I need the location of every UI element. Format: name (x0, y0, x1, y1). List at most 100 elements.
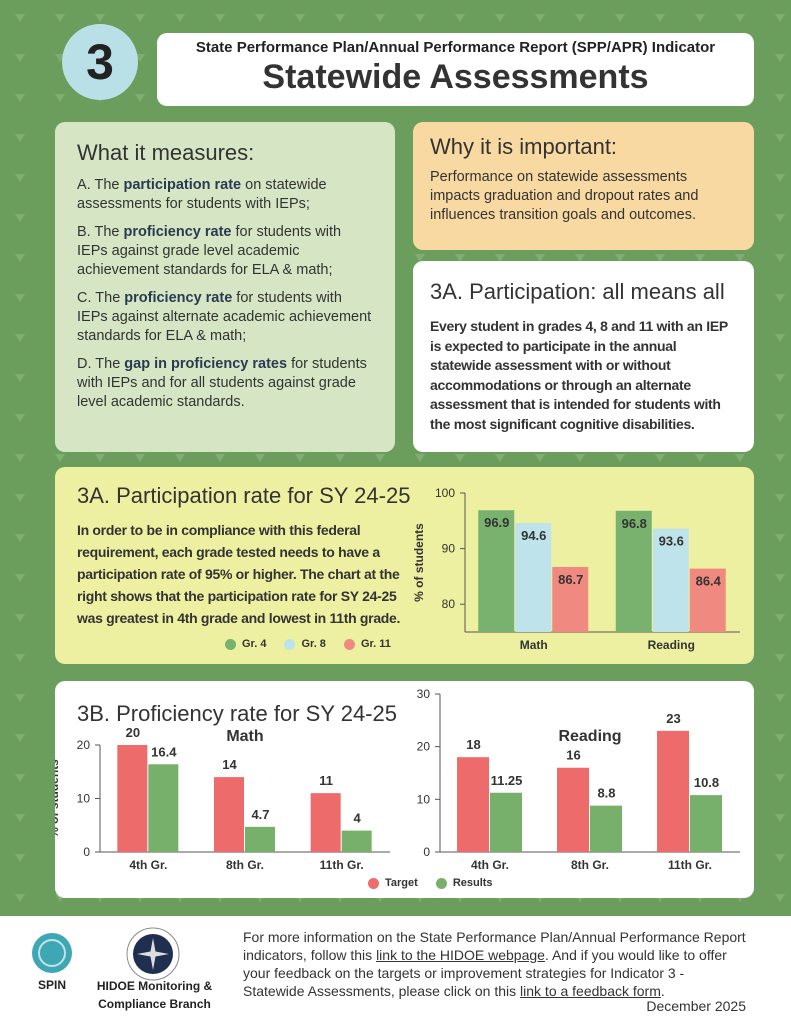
x-tick-label: 11th Gr. (320, 858, 364, 872)
legend-swatch (225, 638, 236, 650)
footer-text: For more information on the State Perfor… (243, 928, 748, 1000)
importance-text: Performance on statewide assessments imp… (430, 169, 699, 223)
math-chart: Math % of students 0 10 20 4th Gr. 20 16.4 8th G… (55, 725, 390, 872)
legend-item: Results (435, 877, 493, 889)
text: on statewide assessments for students wi… (77, 177, 327, 212)
rate-heading: 3A. Participation rate for SY 24-25 (77, 483, 411, 508)
data-label: 86.4 (696, 574, 722, 589)
participation-text: Every student in grades 4, 8 and 11 with… (430, 318, 728, 432)
chart-title: Math (226, 728, 263, 745)
bar (590, 805, 622, 852)
x-tick-label: 8th Gr. (571, 858, 609, 872)
y-tick-label: 10 (77, 792, 91, 806)
footer: SPIN HIDOE Monitoring & Compliance Branc… (0, 916, 791, 1024)
text: . (660, 983, 665, 999)
bar (690, 795, 722, 852)
y-axis-label: % of students (55, 759, 61, 838)
text: A. The (77, 177, 124, 193)
text: D. The (77, 356, 125, 372)
legend-swatch (435, 877, 447, 889)
text: . And if you would like to offer your fe… (243, 947, 727, 999)
proficiency-heading: 3B. Proficiency rate for SY 24-25 (77, 701, 397, 726)
x-tick-label: Reading (648, 638, 695, 652)
bold-text: proficiency rate (124, 290, 233, 306)
legend-item: Gr. 4 (225, 638, 266, 650)
data-label: 11.25 (491, 773, 523, 788)
footer-date: December 2025 (646, 998, 746, 1014)
bar (515, 523, 552, 632)
text: C. The (77, 290, 125, 306)
bar (657, 730, 689, 852)
participation-heading: 3A. Participation: all means all (430, 279, 725, 304)
measure-item: D. The gap in proficiency rates for stud… (77, 355, 373, 412)
participation-box: 3A. Participation: all means all Every s… (413, 261, 754, 452)
data-label: 20 (126, 725, 140, 740)
measure-item: A. The participation rate on statewide a… (77, 176, 373, 214)
bar (652, 528, 689, 632)
y-tick-label: 90 (442, 542, 456, 556)
legend-label: Gr. 11 (360, 638, 391, 650)
bar (689, 568, 726, 632)
y-tick-label: 30 (417, 687, 431, 701)
measure-item: B. The proficiency rate for students wit… (77, 223, 373, 280)
y-tick-label: 0 (423, 845, 430, 859)
measure-item: C. The proficiency rate for students wit… (77, 289, 373, 346)
hidoe-logo (126, 927, 180, 981)
y-tick-label: 100 (435, 486, 455, 500)
bar (552, 566, 589, 632)
x-tick-label: Math (520, 638, 548, 652)
data-label: 96.8 (622, 516, 647, 531)
legend-label: Results (452, 877, 493, 889)
chart-title: Reading (558, 728, 621, 745)
bold-text: gap in proficiency rates (124, 356, 288, 372)
logo-label: HIDOE Monitoring & Compliance Branch (96, 979, 213, 1011)
x-tick-label: 8th Gr. (226, 858, 264, 872)
link[interactable]: link to the HIDOE webpage (376, 947, 545, 963)
spin-logo (32, 933, 72, 973)
data-label: 16.4 (151, 744, 177, 759)
legend-swatch (368, 877, 379, 889)
logo-label: SPIN (37, 978, 66, 992)
data-label: 4.7 (251, 807, 269, 822)
bar (341, 830, 372, 852)
data-label: 4 (354, 811, 362, 826)
data-label: 23 (666, 711, 680, 726)
y-tick-label: 20 (417, 740, 431, 754)
data-label: 96.9 (484, 515, 509, 530)
text: B. The (77, 224, 124, 240)
bar (245, 826, 275, 852)
data-label: 94.6 (521, 528, 546, 543)
text: For more information on the State Perfor… (243, 929, 746, 963)
legend: Target Results (368, 877, 493, 889)
bar (214, 777, 244, 852)
bold-text: proficiency rate (123, 224, 232, 240)
data-label: 86.7 (558, 572, 583, 587)
header-subtitle: State Performance Plan/Annual Performanc… (195, 39, 716, 56)
bar (457, 757, 489, 852)
y-tick-label: 20 (77, 738, 91, 752)
data-label: 14 (222, 757, 237, 772)
text: for students with IEPs and for all stude… (77, 356, 367, 410)
legend-item: Gr. 11 (343, 638, 391, 650)
header-box: State Performance Plan/Annual Performanc… (157, 33, 754, 106)
y-tick-label: 10 (417, 792, 431, 806)
y-axis-label: % of students (412, 523, 426, 602)
bar (310, 793, 341, 852)
reading-chart: Reading 0 10 20 30 4th Gr. 18 11.25 8th Gr. 16 8.8… (417, 687, 740, 872)
x-tick-label: 4th Gr. (471, 858, 509, 872)
bar (557, 767, 589, 852)
y-tick-label: 80 (442, 597, 456, 611)
participation-chart: % of students 80 90 100 Math 96.9 94.6 86.7 Read… (412, 486, 740, 652)
measures-list: A. The participation rate on statewide a… (77, 176, 373, 412)
bar (615, 510, 652, 632)
legend-label: Gr. 8 (301, 638, 326, 650)
rate-text: In order to be in compliance with this f… (77, 522, 401, 626)
importance-heading: Why it is important: (430, 134, 618, 159)
text: for students with IEPs against alternate… (77, 290, 372, 344)
bar (148, 764, 179, 852)
link[interactable]: link to a feedback form (520, 983, 661, 999)
y-tick-label: 0 (83, 845, 90, 859)
data-label: 10.8 (694, 775, 719, 790)
legend-label: Target (385, 877, 418, 889)
